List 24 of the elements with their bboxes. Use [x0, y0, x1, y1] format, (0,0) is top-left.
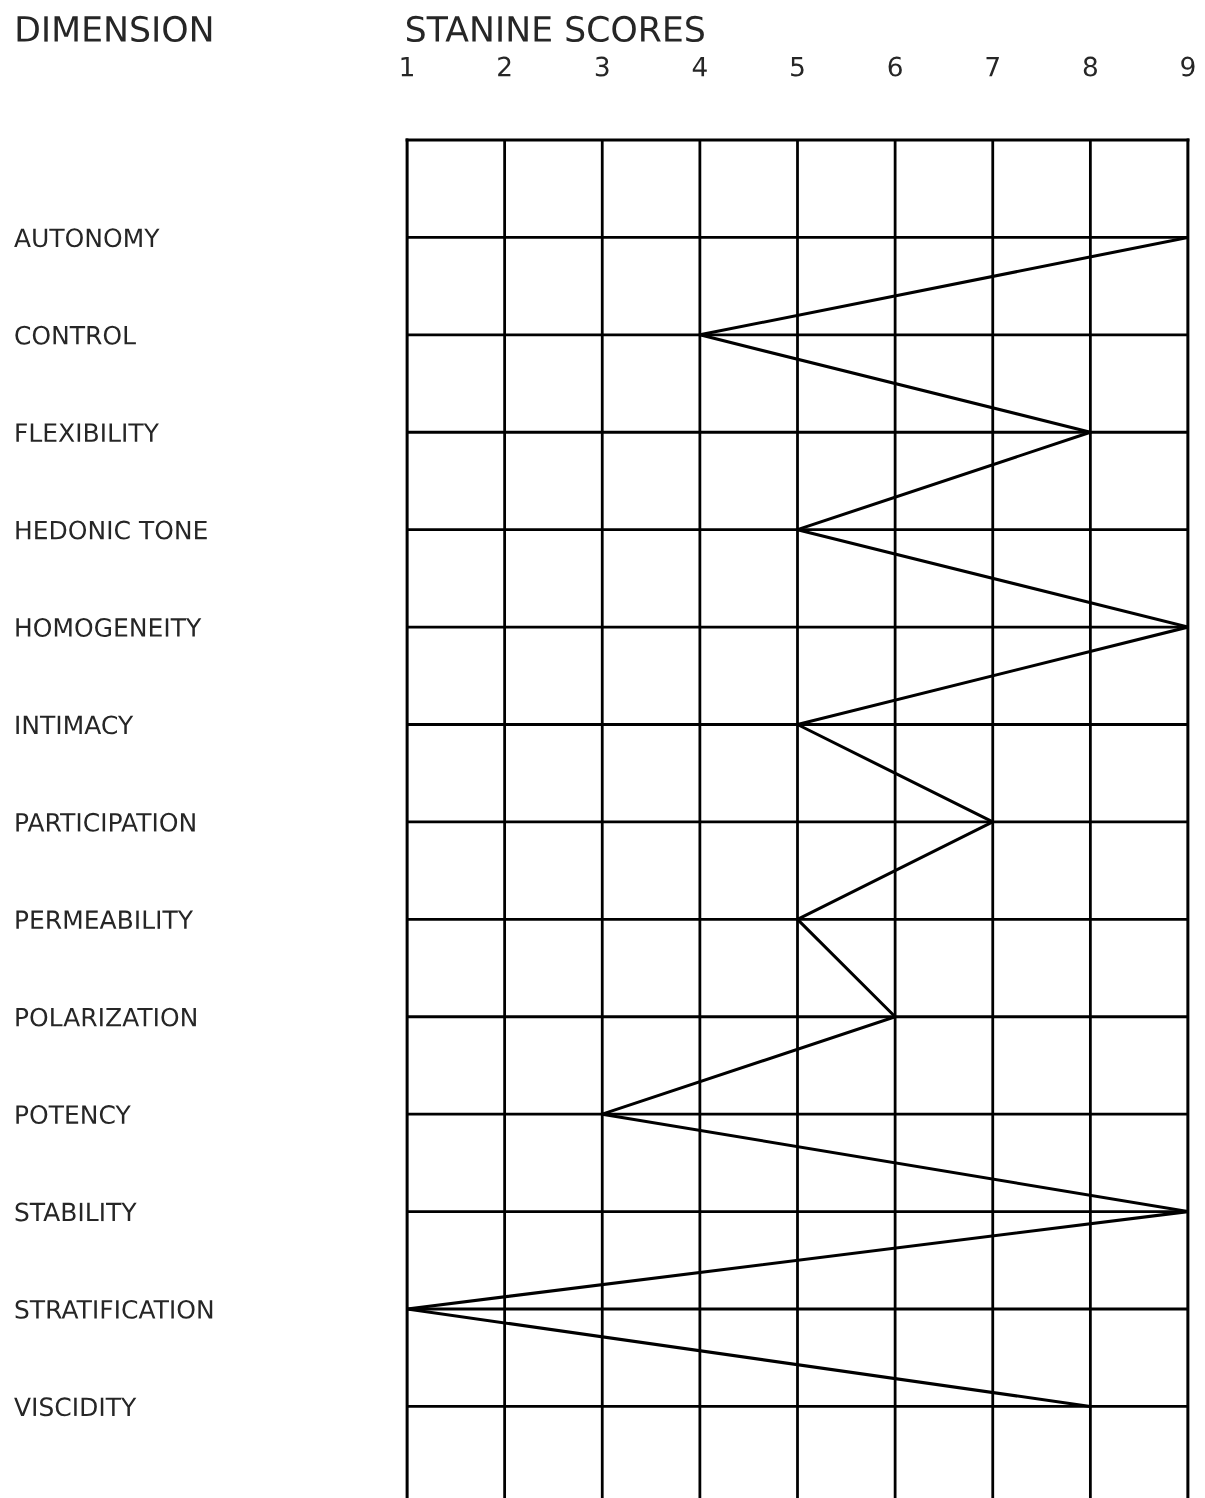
x-tick-label: 1: [401, 56, 413, 77]
x-tick-label: 7: [986, 56, 999, 77]
y-tick-label: STRATIFICATION: [15, 1299, 213, 1319]
y-tick-label: POLARIZATION: [16, 1007, 196, 1027]
x-tick-label: 5: [791, 56, 804, 77]
y-tick-label: PARTICIPATION: [16, 812, 195, 832]
y-tick-label: FLEXIBILITY: [16, 423, 159, 442]
y-tick-label: HOMOGENEITY: [16, 618, 202, 637]
x-tick-label: 2: [498, 56, 511, 77]
y-axis-title: DIMENSION: [17, 15, 212, 43]
y-tick-label: INTIMACY: [16, 715, 134, 735]
x-tick-label: 9: [1181, 56, 1195, 77]
chart-title: STANINE SCORES: [406, 15, 704, 43]
x-tick-label: 6: [888, 56, 902, 77]
y-tick-label: PERMEABILITY: [16, 910, 194, 929]
y-tick-label: CONTROL: [15, 325, 136, 345]
y-tick-label: HEDONIC TONE: [16, 520, 207, 540]
x-tick-label: 3: [595, 56, 609, 77]
y-tick-label: AUTONOMY: [14, 228, 160, 248]
y-tick-label: POTENCY: [16, 1105, 131, 1125]
x-tick-label: 8: [1083, 56, 1097, 77]
y-tick-label: VISCIDITY: [14, 1397, 137, 1417]
y-tick-label: STABILITY: [15, 1202, 137, 1222]
x-tick-label: 4: [692, 56, 707, 77]
